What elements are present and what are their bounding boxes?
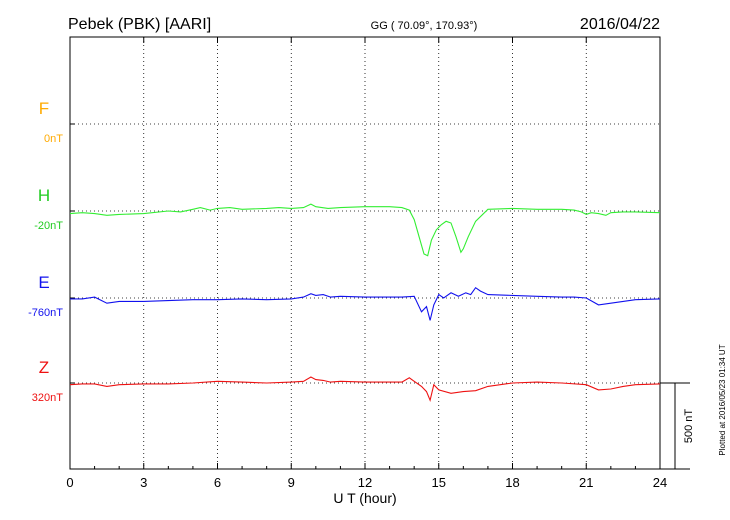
series-line-e (70, 286, 661, 321)
x-tick-label: 6 (214, 475, 221, 490)
series-name-h: H (38, 186, 50, 205)
x-tick-label: 9 (288, 475, 295, 490)
x-axis-ticks: 0 3 6 9 12 15 18 21 24 (66, 37, 667, 490)
plotted-at-note: Plotted at 2016/05/23 01:34 UT (718, 344, 727, 455)
series-name-e: E (38, 273, 49, 292)
station-title: Pebek (PBK) [AARI] (68, 16, 211, 33)
scale-bar: 500 nT (660, 382, 695, 470)
scale-bar-label: 500 nT (683, 409, 695, 444)
x-tick-label: 3 (140, 475, 147, 490)
x-tick-label: 21 (579, 475, 593, 490)
series-layer (69, 203, 661, 402)
series-baseline-z: 320nT (32, 392, 63, 404)
series-name-f: F (39, 99, 49, 118)
x-tick-label: 24 (653, 475, 667, 490)
series-baseline-f: 0nT (44, 133, 63, 145)
x-tick-label: 0 (66, 475, 73, 490)
series-labels: F 0nT H -20nT E -760nT Z 320nT (28, 99, 63, 404)
series-baseline-e: -760nT (28, 307, 63, 319)
x-tick-label: 15 (432, 475, 446, 490)
record-date: 2016/04/22 (580, 16, 660, 33)
series-line-h (69, 203, 661, 257)
series-line-z (69, 376, 661, 402)
x-tick-label: 18 (505, 475, 519, 490)
station-coordinates: GG ( 70.09°, 170.93°) (371, 20, 478, 32)
x-axis-label: U T (hour) (333, 490, 396, 506)
grid (70, 37, 660, 469)
x-tick-label: 12 (358, 475, 372, 490)
series-name-z: Z (39, 358, 49, 377)
series-baseline-h: -20nT (34, 220, 63, 232)
